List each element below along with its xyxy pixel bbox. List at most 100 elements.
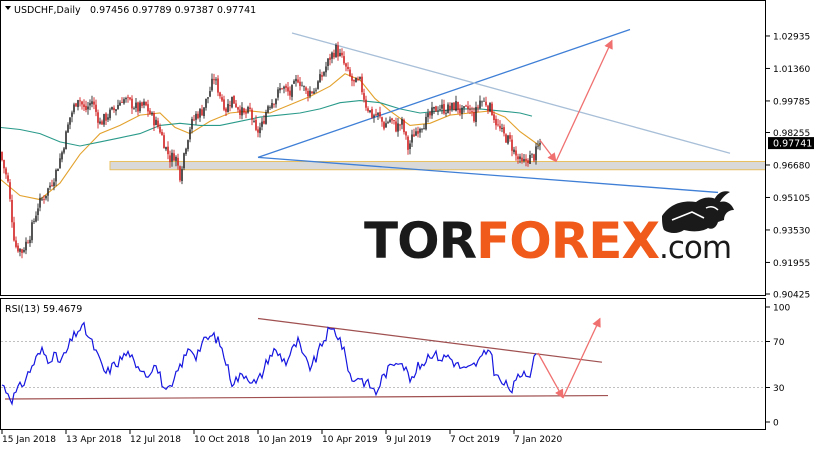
candle-body <box>35 215 37 222</box>
candle-body <box>377 112 379 115</box>
candle-body <box>397 123 399 132</box>
candle-body <box>77 100 79 107</box>
candle-body <box>239 109 241 115</box>
candle-body <box>145 101 147 106</box>
candle-body <box>309 90 311 97</box>
candle-body <box>439 109 441 110</box>
time-axis-label: 15 Jan 2018 <box>2 435 56 445</box>
candle-body <box>123 99 125 104</box>
symbol-dropdown-icon[interactable] <box>5 6 11 10</box>
rsi-forecast-arrow-1[interactable] <box>537 352 564 399</box>
candle-body <box>139 102 141 112</box>
candle-body <box>459 109 461 113</box>
candle-body <box>513 149 515 153</box>
moving-average-line-1 <box>1 73 541 201</box>
rsi-axis-label: 0 <box>773 419 779 429</box>
candle-body <box>327 58 329 66</box>
candle-body <box>141 102 143 106</box>
candle-body <box>13 222 15 241</box>
candle-body <box>245 112 247 114</box>
support-zone <box>109 160 765 171</box>
candle-body <box>267 106 269 113</box>
candle-body <box>65 131 67 150</box>
candle-body <box>315 89 317 91</box>
candle-body <box>339 52 341 56</box>
candle-body <box>411 134 413 143</box>
candle-body <box>535 146 537 161</box>
candle-body <box>69 117 71 125</box>
rsi-trendline-1[interactable] <box>257 317 603 363</box>
candle-body <box>201 109 203 116</box>
candle-body <box>477 106 479 108</box>
candle-body <box>9 182 11 199</box>
time-axis: 15 Jan 2018 13 Apr 2018 12 Jul 2018 10 Oct … <box>1 430 562 445</box>
candle-body <box>153 113 155 126</box>
rsi-axis-label: 30 <box>773 384 785 394</box>
candle-body <box>225 108 227 112</box>
candle-body <box>223 99 225 110</box>
candle-body <box>143 101 145 106</box>
candle-body <box>269 107 271 108</box>
candle-body <box>227 103 229 113</box>
candle-body <box>525 158 527 161</box>
candle-body <box>215 79 217 81</box>
candle-body <box>497 124 499 126</box>
candle-body <box>301 85 303 87</box>
price-axis-label: 0.99785 <box>773 97 810 107</box>
price-trendline-3[interactable] <box>291 32 731 154</box>
candle-body <box>103 114 105 125</box>
candle-body <box>395 121 397 132</box>
candle-body <box>121 102 123 103</box>
candle-body <box>55 169 57 182</box>
candle-body <box>431 107 433 116</box>
candle-body <box>147 104 149 112</box>
candle-body <box>443 104 445 114</box>
candle-body <box>75 103 77 107</box>
candle-body <box>307 90 309 97</box>
candle-body <box>383 122 385 129</box>
candle-body <box>205 98 207 108</box>
candle-body <box>401 119 403 125</box>
candle-body <box>79 100 81 102</box>
candle-body <box>481 101 483 103</box>
candle-body <box>511 139 513 151</box>
candle-body <box>341 52 343 56</box>
rsi-trendline-2[interactable] <box>4 394 609 400</box>
candle-body <box>113 107 115 110</box>
price-forecast-arrow-1[interactable] <box>539 139 557 163</box>
candle-body <box>343 56 345 64</box>
candle-body <box>465 105 467 107</box>
candle-body <box>421 128 423 130</box>
symbol-label: USDCHF,Daily <box>14 5 81 16</box>
candle-body <box>91 101 93 105</box>
candle-body <box>221 97 223 101</box>
candle-body <box>489 102 491 112</box>
candle-body <box>325 66 327 73</box>
price-forecast-arrow-2[interactable] <box>555 39 613 162</box>
candle-body <box>435 106 437 112</box>
candle-body <box>189 129 191 140</box>
candle-body <box>321 75 323 77</box>
candle-body <box>251 109 253 120</box>
candle-body <box>105 113 107 121</box>
candle-body <box>49 185 51 188</box>
candle-body <box>149 110 151 115</box>
candle-body <box>407 136 409 150</box>
candle-body <box>107 117 109 120</box>
candle-body <box>157 120 159 127</box>
price-trendline-1[interactable] <box>257 28 631 158</box>
candle-body <box>319 74 321 83</box>
candle-body <box>335 45 337 58</box>
candle-body <box>111 107 113 110</box>
candle-body <box>241 107 243 116</box>
price-trendline-2[interactable] <box>257 156 719 194</box>
candle-body <box>83 104 85 107</box>
rsi-forecast-arrow-2[interactable] <box>562 317 601 399</box>
candle-body <box>487 105 489 111</box>
candle-body <box>43 199 45 200</box>
candle-body <box>21 249 23 253</box>
candle-body <box>485 101 487 106</box>
candle-body <box>299 81 301 86</box>
